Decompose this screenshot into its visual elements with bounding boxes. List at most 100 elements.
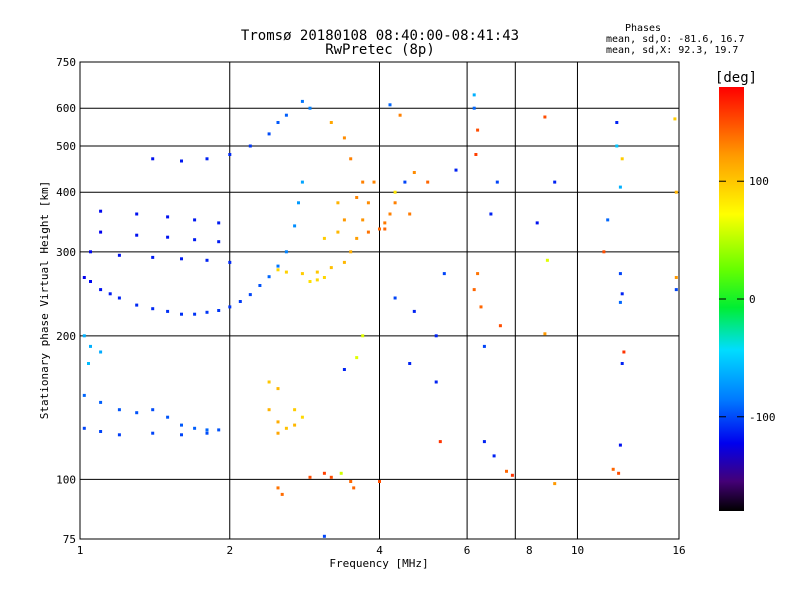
data-point-s3-2 [267,408,271,412]
data-point-s5-20 [498,324,502,328]
data-point-s5-11 [472,106,476,110]
data-point-s4-4 [329,475,333,479]
stats-heading: Phases [625,23,661,34]
data-point-s1-13 [329,121,333,124]
data-point-s0-33 [99,209,103,213]
data-point-s3-0 [267,380,271,384]
y-tick-label-7: 750 [56,56,76,69]
data-point-s0-47 [276,121,280,124]
data-point-s5-32 [615,144,619,148]
data-point-s5-24 [543,115,547,119]
data-point-s4-8 [378,480,381,483]
data-point-s5-38 [622,350,626,354]
data-point-s5-9 [454,168,458,172]
data-point-s4-0 [276,486,280,490]
data-point-s5-6 [388,103,392,107]
data-point-s3-4 [293,423,297,427]
data-point-s5-50 [355,356,359,360]
data-point-s0-3 [108,292,112,296]
data-point-s5-17 [482,344,486,348]
data-point-s0-12 [228,305,232,309]
data-point-s5-0 [383,227,387,231]
data-point-s5-10 [472,93,476,97]
data-point-s0-48 [82,334,86,338]
data-point-s2-2 [117,408,121,412]
data-point-s4-3 [322,471,326,475]
data-point-s5-3 [398,113,402,117]
data-point-s0-13 [238,300,242,303]
data-points [82,93,678,538]
x-tick-label-4: 8 [526,544,533,557]
data-point-s5-45 [674,276,678,279]
data-point-s0-21 [300,180,304,184]
data-point-s1-15 [342,218,346,222]
y-tick-label-6: 600 [56,102,76,115]
data-point-s2-14 [205,431,209,435]
data-point-s0-38 [151,157,155,161]
data-point-s0-9 [193,312,197,316]
x-tick-label-3: 6 [464,544,471,557]
stats-phase-o: mean, sd,O: -81.6, 16.7 [606,34,744,45]
data-point-s5-49 [361,334,365,338]
data-point-s4-1 [280,492,284,496]
data-point-s5-22 [510,473,514,477]
data-point-s0-17 [276,264,280,268]
data-point-s1-25 [315,278,319,282]
data-point-s0-11 [217,309,221,312]
data-point-s1-8 [361,218,365,222]
data-point-s0-43 [267,132,271,136]
data-point-s2-10 [99,430,103,433]
colorbar: [deg] 100 0 -100 [715,70,776,511]
data-point-s2-0 [82,393,86,397]
data-point-s1-23 [388,212,392,216]
data-point-s1-1 [284,270,288,274]
data-point-s0-7 [166,309,170,313]
data-point-s1-9 [366,201,370,205]
data-point-s3-6 [284,426,288,430]
data-point-s0-31 [193,238,197,242]
data-point-s0-14 [248,293,252,297]
data-point-s5-4 [412,171,416,174]
data-point-s0-45 [300,99,304,103]
data-point-s3-1 [276,387,280,391]
data-point-s1-18 [355,196,359,199]
data-point-s4-2 [308,475,312,479]
data-point-s5-51 [342,368,346,371]
data-point-s0-46 [308,106,312,110]
data-point-s0-35 [166,215,170,219]
data-point-s1-10 [372,180,376,184]
data-point-s0-8 [180,312,183,316]
data-point-s5-1 [408,212,412,216]
y-tick-label-5: 500 [56,140,76,153]
data-point-s5-26 [545,258,549,262]
data-point-s1-24 [308,280,312,283]
data-point-s5-34 [618,185,622,189]
data-point-s5-44 [674,190,678,194]
x-tick-label-2: 4 [376,544,383,557]
data-point-s4-5 [339,471,343,475]
data-point-s5-37 [618,300,622,304]
data-point-s3-8 [276,431,280,435]
data-point-s5-13 [474,153,478,156]
stats-phase-x: mean, sd,X: 92.3, 19.7 [606,45,738,56]
x-axis-ticks: 1 2 4 6 8 10 16 [77,544,686,557]
data-point-s5-54 [482,440,486,444]
data-point-s1-2 [300,272,304,276]
data-point-s3-5 [300,415,304,419]
data-point-s5-35 [618,272,622,276]
data-point-s1-3 [315,270,319,274]
data-point-s0-26 [205,258,209,262]
data-point-s0-28 [99,230,103,234]
data-point-s5-8 [403,180,407,184]
data-point-s5-33 [620,157,624,161]
data-point-s0-24 [151,255,155,259]
data-point-s4-7 [352,486,356,490]
data-point-s5-52 [322,534,326,538]
data-point-s0-40 [205,157,209,161]
data-point-s0-0 [82,276,86,279]
data-point-s2-13 [180,433,183,437]
data-point-s0-49 [89,344,92,348]
data-point-s2-15 [217,428,221,432]
